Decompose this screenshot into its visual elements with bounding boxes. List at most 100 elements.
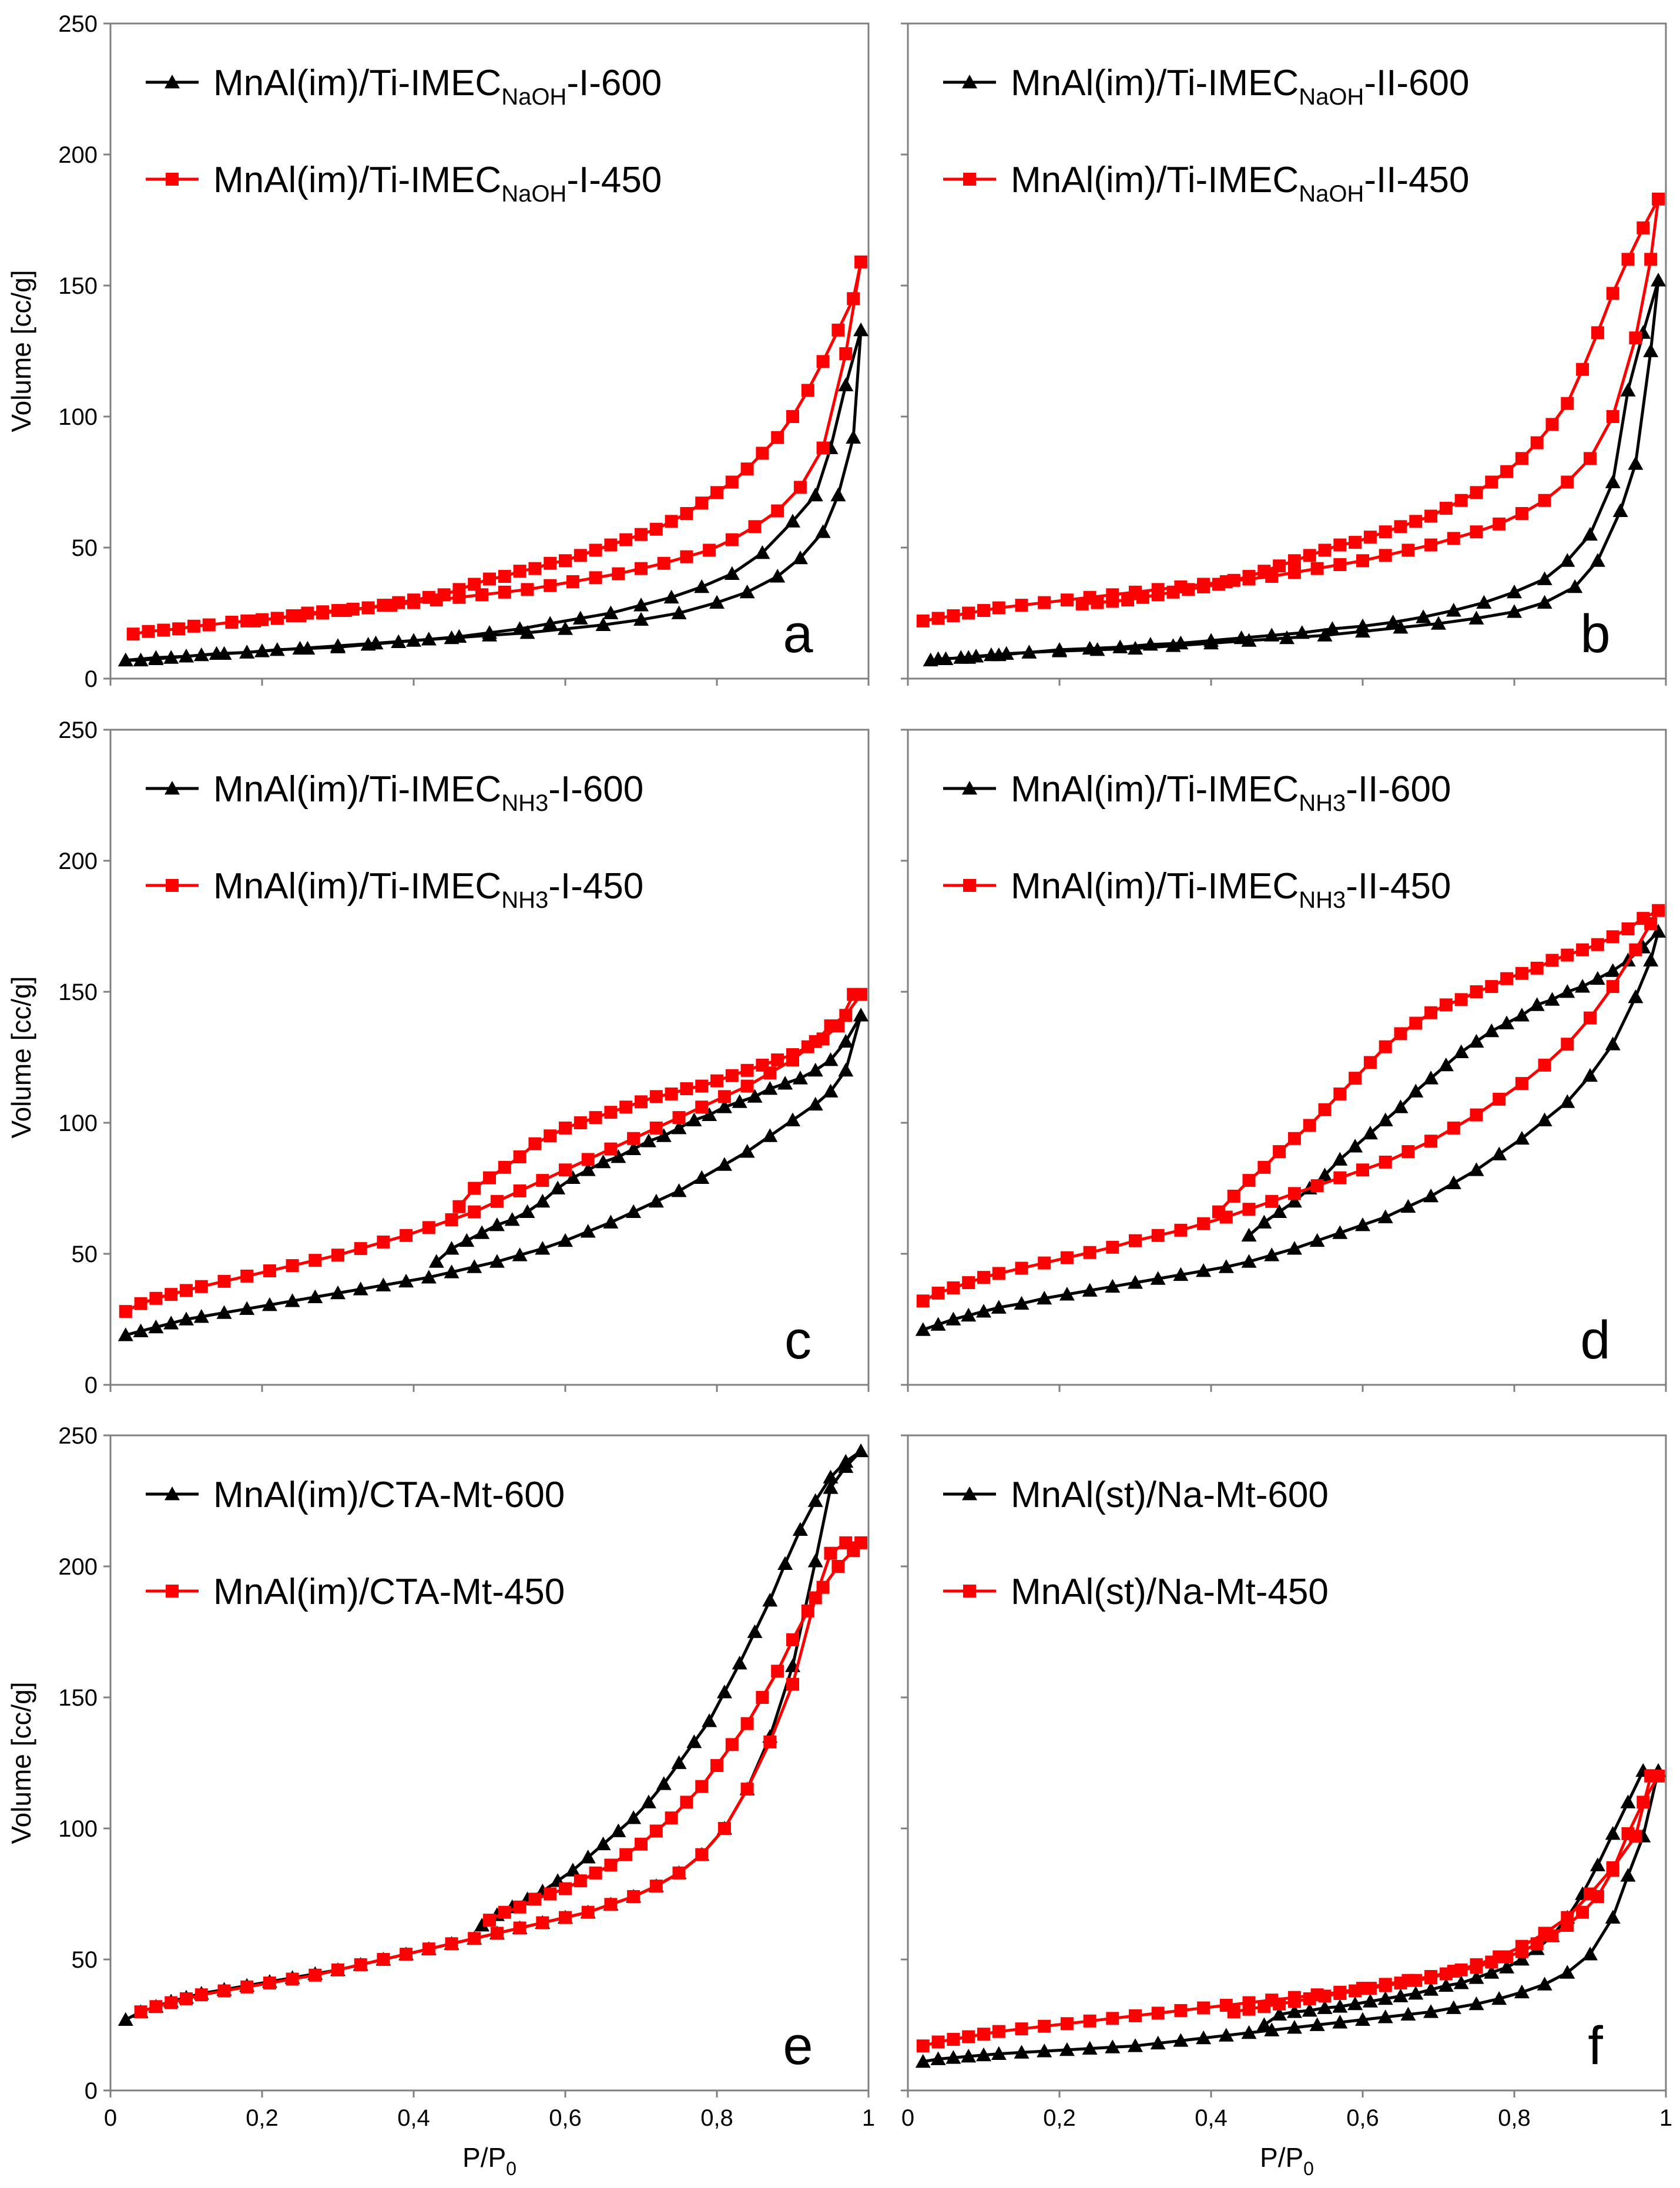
data-point — [1416, 609, 1431, 623]
data-point — [1273, 1997, 1286, 2011]
data-point — [1628, 456, 1644, 470]
data-point — [930, 651, 946, 665]
data-point — [1590, 971, 1605, 985]
y-axis-title: Volume [cc/g] — [6, 1682, 36, 1844]
data-point — [1333, 1986, 1347, 2000]
data-point — [976, 2047, 991, 2062]
legend-label: MnAl(st)/Na-Mt-600 — [1011, 1475, 1329, 1515]
data-point — [1446, 1175, 1461, 1189]
data-point — [1317, 1167, 1333, 1182]
data-point — [1272, 1204, 1287, 1219]
data-point — [1151, 2006, 1165, 2020]
data-point — [1333, 1171, 1347, 1184]
data-point — [961, 1307, 977, 1322]
data-point — [824, 1546, 837, 1560]
data-point — [1362, 1125, 1378, 1140]
legend: MnAl(im)/Ti-IMECNH3-II-600MnAl(im)/Ti-IM… — [943, 769, 1451, 913]
data-point — [1287, 1187, 1301, 1200]
data-point — [1560, 1094, 1575, 1108]
data-point — [1015, 1261, 1028, 1275]
data-point — [672, 1111, 686, 1125]
data-point — [519, 1204, 535, 1219]
data-point — [1561, 1038, 1574, 1051]
data-point — [1151, 1229, 1165, 1242]
data-point — [149, 1291, 163, 1305]
x-tick-label: 0,4 — [397, 2105, 430, 2131]
data-point — [1605, 474, 1621, 488]
data-point — [930, 2051, 946, 2065]
data-point — [831, 323, 845, 337]
data-point — [947, 2033, 960, 2046]
data-point — [180, 1992, 193, 2005]
data-point — [202, 618, 216, 632]
legend-marker — [963, 1585, 976, 1598]
data-point — [1612, 503, 1628, 517]
data-point — [256, 613, 269, 626]
data-point — [498, 1160, 511, 1174]
data-point — [1530, 1937, 1544, 1951]
data-point — [490, 1927, 504, 1940]
x-axis-title-main: P/P — [462, 2142, 506, 2173]
data-point — [1605, 963, 1621, 977]
data-point — [308, 1968, 322, 1982]
data-point — [992, 1267, 1005, 1280]
data-point — [354, 1242, 367, 1256]
data-point — [261, 1297, 277, 1311]
data-point — [392, 596, 405, 609]
data-point — [1470, 525, 1483, 539]
data-point — [468, 1205, 481, 1219]
data-point — [1197, 2001, 1210, 2015]
data-point — [1332, 1999, 1348, 2013]
data-point — [400, 1948, 413, 1961]
data-point — [489, 1217, 505, 1231]
legend: MnAl(st)/Na-Mt-600 MnAl(st)/Na-Mt-450 — [943, 1475, 1329, 1612]
plot-frame — [109, 22, 870, 680]
legend-label-main: MnAl(im)/Ti-IMEC — [213, 769, 501, 810]
data-point — [931, 612, 945, 625]
data-point — [513, 1150, 527, 1163]
data-point — [1453, 1975, 1469, 1989]
data-point — [263, 1264, 276, 1277]
data-point — [1256, 2017, 1272, 2031]
data-point — [991, 647, 1007, 662]
series-line — [923, 1774, 1660, 2048]
data-point — [1470, 486, 1483, 499]
y-tick-label: 100 — [58, 1816, 98, 1842]
data-point — [612, 567, 625, 580]
data-point — [360, 637, 376, 651]
data-point — [1273, 559, 1286, 573]
data-point — [619, 1848, 633, 1861]
data-point — [1468, 1970, 1484, 1984]
data-point — [1484, 1023, 1500, 1038]
data-point — [1258, 2000, 1271, 2014]
data-point — [771, 1053, 784, 1066]
chart-panel-e: 0 50 100 150 200 250 0 0,2 0,4 0,6 0,8 1 Volume [cc/… — [6, 1423, 875, 2179]
data-point — [816, 441, 830, 455]
data-point — [1652, 192, 1665, 206]
x-tick-label: 0,2 — [246, 2105, 279, 2131]
data-point — [1241, 1254, 1257, 1268]
data-point — [165, 1288, 178, 1301]
data-point — [1637, 912, 1650, 925]
data-point — [1423, 1982, 1439, 1996]
data-point — [635, 562, 648, 575]
data-point — [604, 1858, 618, 1872]
data-point — [1544, 992, 1560, 1006]
data-point — [604, 1142, 618, 1156]
data-point — [1560, 553, 1575, 567]
legend-label-suffix: -I-600 — [566, 63, 662, 103]
data-point — [1591, 326, 1604, 340]
data-point — [126, 627, 140, 641]
data-point — [656, 1128, 672, 1142]
data-point — [649, 1824, 663, 1838]
y-tick-label: 200 — [58, 142, 98, 168]
data-point — [1212, 1205, 1225, 1219]
data-point — [1582, 1947, 1598, 1961]
data-point — [641, 1133, 656, 1147]
data-point — [1500, 1950, 1514, 1964]
data-point — [452, 583, 466, 596]
data-point — [792, 550, 808, 565]
data-point — [157, 623, 170, 637]
data-point — [1468, 1033, 1484, 1048]
legend-label-main: MnAl(im)/Ti-IMEC — [1011, 63, 1299, 103]
